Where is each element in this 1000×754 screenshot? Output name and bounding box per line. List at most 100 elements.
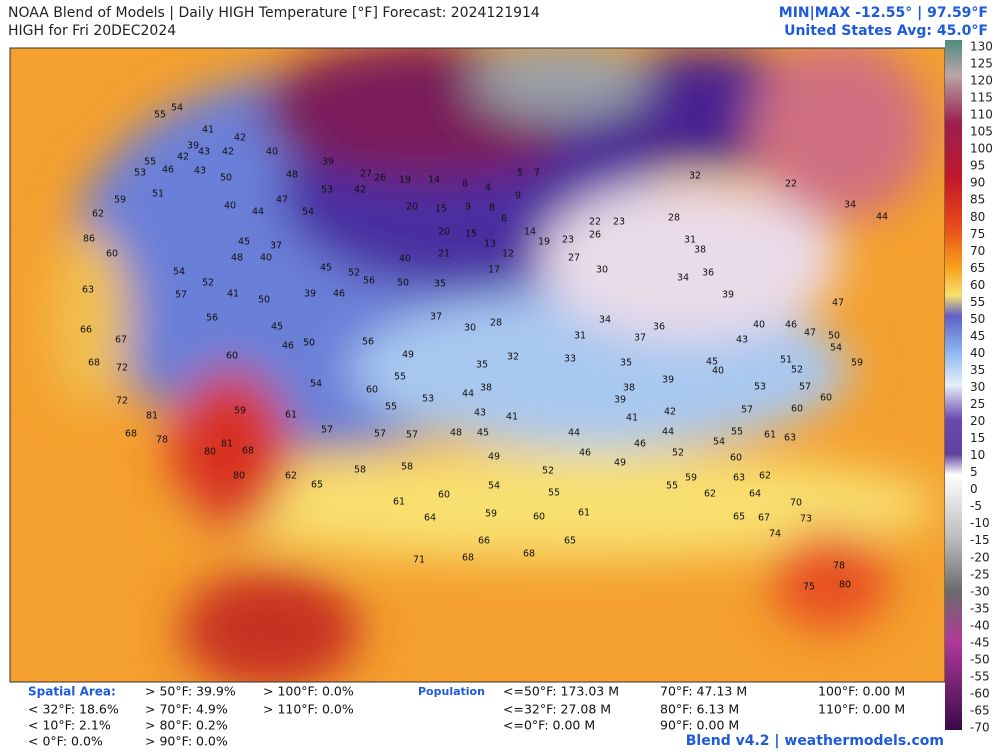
station-temp: 63: [784, 433, 796, 444]
station-temp: 65: [733, 512, 745, 523]
station-temp: 38: [694, 245, 706, 256]
station-temp: 20: [406, 202, 418, 213]
station-temp: 35: [476, 360, 488, 371]
station-temp: 36: [653, 322, 665, 333]
station-temp: 45: [238, 237, 250, 248]
station-temp: 51: [152, 189, 164, 200]
station-temp: 43: [474, 408, 486, 419]
station-temp: 43: [194, 166, 206, 177]
station-temp: 54: [171, 103, 183, 114]
station-temp: 44: [568, 428, 580, 439]
station-temp: 57: [406, 430, 418, 441]
station-temp: 68: [523, 549, 535, 560]
station-temp: 27: [360, 169, 372, 180]
station-temp: 39: [662, 375, 674, 386]
station-temp: 46: [162, 165, 174, 176]
station-temp: 60: [226, 351, 238, 362]
station-temp: 74: [769, 529, 781, 540]
station-temp: 59: [234, 406, 246, 417]
station-temp: 61: [285, 410, 297, 421]
population-stat: 90°F: 0.00 M: [660, 718, 739, 733]
min-max: MIN|MAX -12.55° | 97.59°F: [779, 5, 988, 21]
station-temp: 42: [664, 407, 676, 418]
station-temp: 31: [574, 331, 586, 342]
colorbar: [945, 40, 962, 730]
station-temp: 42: [354, 185, 366, 196]
station-temp: 64: [749, 489, 761, 500]
colorbar-label: -30: [970, 584, 990, 598]
station-temp: 44: [876, 212, 888, 223]
station-temp: 9: [465, 202, 471, 213]
station-temp: 39: [304, 289, 316, 300]
station-temp: 40: [266, 147, 278, 158]
station-temp: 75: [803, 582, 815, 593]
colorbar-label: 120: [970, 74, 993, 88]
station-temp: 55: [548, 488, 560, 499]
colorbar-label: 95: [970, 159, 985, 173]
station-temp: 44: [462, 389, 474, 400]
station-temp: 54: [310, 379, 322, 390]
station-temp: 23: [613, 217, 625, 228]
spatial-stat: > 80°F: 0.2%: [145, 718, 228, 733]
station-temp: 60: [533, 512, 545, 523]
station-temp: 60: [438, 490, 450, 501]
station-temp: 53: [422, 394, 434, 405]
station-temp: 14: [524, 227, 536, 238]
colorbar-label: -35: [970, 601, 990, 615]
station-temp: 56: [363, 276, 375, 287]
station-temp: 7: [534, 168, 540, 179]
colorbar-label: 10: [970, 448, 985, 462]
station-temp: 60: [366, 385, 378, 396]
station-temp: 45: [477, 428, 489, 439]
station-temp: 14: [428, 175, 440, 186]
station-temp: 52: [672, 448, 684, 459]
spatial-stat: > 70°F: 4.9%: [145, 702, 228, 717]
station-temp: 46: [579, 448, 591, 459]
station-temp: 49: [614, 458, 626, 469]
station-temp: 42: [177, 152, 189, 163]
station-temp: 68: [462, 553, 474, 564]
station-temp: 62: [704, 489, 716, 500]
station-temp: 50: [397, 278, 409, 289]
station-temp: 36: [702, 268, 714, 279]
station-temp: 44: [662, 427, 674, 438]
station-temp: 73: [800, 514, 812, 525]
colorbar-label: -55: [970, 669, 990, 683]
spatial-stat: < 10°F: 2.1%: [28, 718, 111, 733]
station-temp: 40: [399, 254, 411, 265]
station-temp: 53: [134, 168, 146, 179]
station-temp: 37: [634, 333, 646, 344]
population-stat: <=50°F: 173.03 M: [503, 684, 619, 699]
station-temp: 57: [374, 429, 386, 440]
colorbar-label: 0: [970, 482, 978, 496]
station-temp: 57: [741, 405, 753, 416]
station-temp: 50: [828, 331, 840, 342]
station-temp: 31: [684, 235, 696, 246]
station-temp: 39: [722, 290, 734, 301]
station-temp: 86: [83, 234, 95, 245]
population-stat: 100°F: 0.00 M: [818, 684, 905, 699]
station-temp: 19: [538, 237, 550, 248]
station-temp: 48: [286, 170, 298, 181]
station-temp: 46: [333, 289, 345, 300]
colorbar-label: 55: [970, 295, 985, 309]
station-temp: 55: [385, 402, 397, 413]
station-temp: 78: [156, 435, 168, 446]
station-temp: 28: [490, 318, 502, 329]
spatial-stat: > 50°F: 39.9%: [145, 684, 236, 699]
station-temp: 9: [515, 191, 521, 202]
station-temp: 21: [438, 249, 450, 260]
station-temp: 62: [759, 471, 771, 482]
station-temp: 60: [791, 404, 803, 415]
colorbar-label: 105: [970, 125, 993, 139]
station-temp: 35: [620, 358, 632, 369]
station-temp: 40: [753, 320, 765, 331]
colorbar-label: 20: [970, 414, 985, 428]
station-temp: 57: [175, 290, 187, 301]
station-temp: 47: [804, 328, 816, 339]
station-temp: 51: [780, 355, 792, 366]
colorbar-label: -45: [970, 635, 990, 649]
colorbar-label: 5: [970, 465, 978, 479]
